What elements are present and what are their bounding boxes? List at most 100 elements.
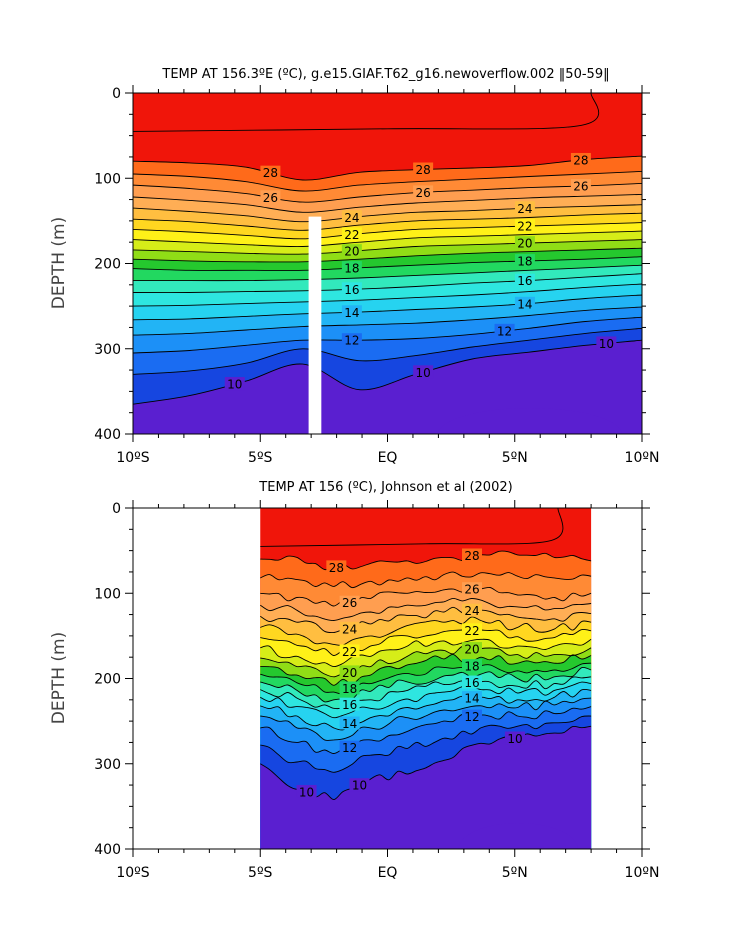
isotherm-22 bbox=[260, 627, 592, 656]
contour-label: 18 bbox=[464, 660, 479, 674]
contour-label-bg bbox=[494, 323, 515, 337]
x-tick-label: EQ bbox=[378, 865, 398, 881]
contour-label: 22 bbox=[464, 624, 479, 638]
contour-label: 16 bbox=[517, 274, 532, 288]
contour-label-bg bbox=[341, 282, 362, 296]
band-below-10 bbox=[260, 726, 592, 849]
isotherm-11 bbox=[260, 715, 592, 773]
contour-label: 10 bbox=[507, 732, 522, 746]
contour-label-bg bbox=[461, 659, 482, 673]
contour-label-bg bbox=[224, 377, 245, 391]
cold-pool-region bbox=[438, 408, 622, 434]
isotherm-28 bbox=[133, 155, 642, 181]
contour-label-bg bbox=[339, 681, 360, 695]
isotherm-21 bbox=[133, 230, 642, 248]
isotherm-27 bbox=[133, 170, 642, 192]
contour-label-bg bbox=[339, 740, 360, 754]
y-tick-label: 300 bbox=[94, 342, 121, 358]
isotherm-28 bbox=[260, 550, 592, 571]
x-tick-label: 10ºN bbox=[625, 450, 660, 466]
contour-label-bg bbox=[570, 179, 591, 193]
isotherm-29 bbox=[133, 93, 600, 132]
contour-label: 16 bbox=[342, 698, 357, 712]
contour-label: 20 bbox=[464, 643, 479, 657]
isotherm-27 bbox=[260, 571, 592, 589]
contour-label-bg bbox=[514, 201, 535, 215]
isotherm-25 bbox=[133, 193, 642, 213]
contour-label: 10 bbox=[415, 366, 430, 380]
contour-label: 26 bbox=[263, 191, 278, 205]
contour-label-bg bbox=[505, 731, 526, 745]
contour-label-bg bbox=[341, 227, 362, 241]
x-tick-label: 5ºN bbox=[502, 865, 528, 881]
contour-label: 18 bbox=[342, 682, 357, 696]
contour-label: 14 bbox=[342, 717, 357, 731]
contour-label-bg bbox=[296, 784, 317, 798]
contour-label: 16 bbox=[464, 676, 479, 690]
contour-label-bg bbox=[461, 691, 482, 705]
contour-label-bg bbox=[413, 162, 434, 176]
isotherm-17 bbox=[260, 666, 592, 703]
contour-label-bg bbox=[339, 665, 360, 679]
contour-label-bg bbox=[341, 244, 362, 258]
isotherm-10 bbox=[133, 339, 642, 405]
y-tick-label: 0 bbox=[112, 86, 121, 102]
x-tick-label: 10ºS bbox=[116, 450, 149, 466]
isotherm-26 bbox=[133, 182, 642, 203]
contour-label: 26 bbox=[573, 180, 588, 194]
isotherm-25 bbox=[260, 597, 592, 621]
isotherm-15 bbox=[260, 681, 592, 719]
isotherm-12 bbox=[260, 706, 592, 754]
x-tick-label: 5ºN bbox=[502, 450, 528, 466]
contour-label-bg bbox=[514, 219, 535, 233]
contour-label-bg bbox=[341, 210, 362, 224]
isotherm-19 bbox=[260, 653, 592, 686]
y-tick-label: 100 bbox=[94, 171, 121, 187]
contour-label: 28 bbox=[329, 561, 344, 575]
isotherm-20 bbox=[133, 239, 642, 255]
contour-label-bg bbox=[514, 296, 535, 310]
contour-label: 10 bbox=[299, 785, 314, 799]
contour-label: 14 bbox=[517, 297, 532, 311]
contour-label: 20 bbox=[517, 237, 532, 251]
contour-label: 12 bbox=[464, 710, 479, 724]
y-tick-label: 300 bbox=[94, 757, 121, 773]
contour-label: 18 bbox=[517, 255, 532, 269]
contour-label: 24 bbox=[342, 622, 357, 636]
isotherm-14 bbox=[260, 688, 592, 731]
contour-label-bg bbox=[339, 644, 360, 658]
contour-label: 18 bbox=[344, 262, 359, 276]
contour-label: 10 bbox=[352, 779, 367, 793]
x-tick-label: 10ºN bbox=[625, 865, 660, 881]
y-tick-label: 100 bbox=[94, 586, 121, 602]
isotherm-12 bbox=[133, 316, 642, 354]
isotherm-29 bbox=[260, 508, 564, 547]
contour-label-bg bbox=[596, 336, 617, 350]
chart-panel-bottom: TEMP AT 156 (ºC), Johnson et al (2002) D… bbox=[49, 480, 659, 881]
contour-label-bg bbox=[339, 595, 360, 609]
contour-label: 14 bbox=[464, 692, 479, 706]
y-tick-label: 400 bbox=[94, 842, 121, 858]
contour-label-bg bbox=[461, 642, 482, 656]
contour-label-bg bbox=[514, 273, 535, 287]
y-axis-label-top: DEPTH (m) bbox=[49, 217, 69, 309]
chart-panel-top: TEMP AT 156.3ºE (ºC), g.e15.GIAF.T62_g16… bbox=[49, 67, 659, 466]
contour-label: 10 bbox=[227, 378, 242, 392]
x-tick-label: 10ºS bbox=[116, 865, 149, 881]
isotherm-17 bbox=[133, 264, 642, 282]
contour-labels-top: 28 28 28 26 26 26 24 24 22 22 20 20 18 18 16 16 14 14 12 12… bbox=[224, 152, 617, 392]
contour-label-bg bbox=[461, 709, 482, 723]
contour-label-bg bbox=[461, 548, 482, 562]
contour-label-bg bbox=[326, 560, 347, 574]
contour-label-bg bbox=[339, 716, 360, 730]
axis-ticks-top: 10ºS 5ºS EQ 5ºN 10ºN 0 100 200 300 400 bbox=[94, 85, 659, 466]
isotherm-15 bbox=[133, 283, 642, 307]
contour-label: 28 bbox=[573, 153, 588, 167]
y-tick-label: 400 bbox=[94, 427, 121, 443]
isotherm-20 bbox=[260, 646, 592, 678]
contour-label-bg bbox=[514, 254, 535, 268]
isotherm-13 bbox=[133, 306, 642, 336]
contour-label-bg bbox=[341, 333, 362, 347]
contour-label: 22 bbox=[344, 228, 359, 242]
contour-label-bg bbox=[570, 152, 591, 166]
